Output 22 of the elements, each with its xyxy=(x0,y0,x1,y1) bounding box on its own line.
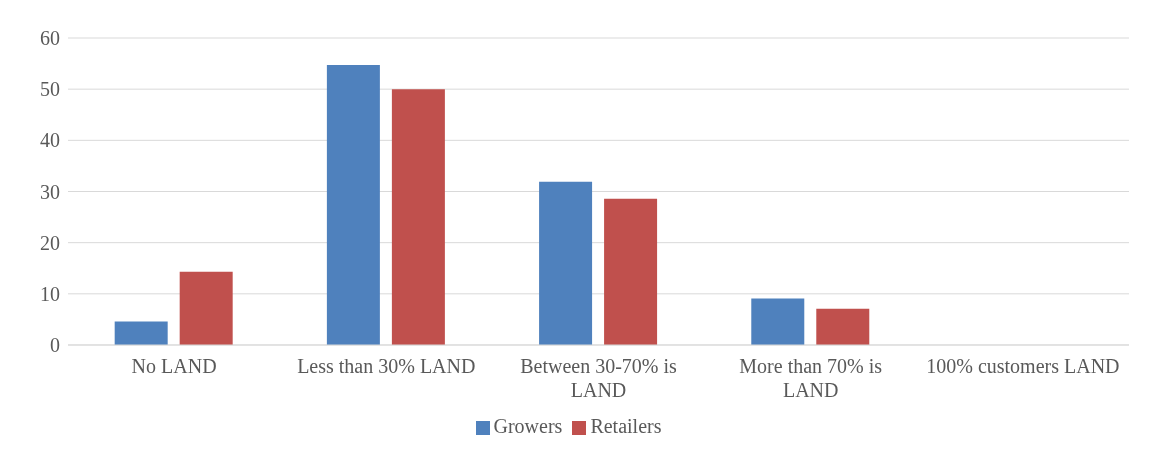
bar xyxy=(114,321,168,345)
bar xyxy=(391,89,445,345)
bar xyxy=(326,65,380,345)
y-tick-label: 10 xyxy=(40,282,60,305)
y-tick-label: 40 xyxy=(40,129,60,152)
y-tick-label: 30 xyxy=(40,180,60,203)
x-tick-label: No LAND xyxy=(131,355,217,377)
legend-label: Retailers xyxy=(590,415,662,437)
legend-label: Growers xyxy=(493,415,563,437)
bar xyxy=(539,181,593,345)
bar xyxy=(751,298,805,345)
y-tick-label: 20 xyxy=(40,231,60,254)
x-tick-label: More than 70% is LAND xyxy=(739,355,883,401)
x-tick-label: Between 30-70% is LAND xyxy=(520,355,678,401)
y-tick-label: 0 xyxy=(50,334,60,357)
bar xyxy=(604,198,658,345)
x-tick-label: 100% customers LAND xyxy=(926,355,1120,377)
y-tick-label: 50 xyxy=(40,78,60,101)
x-tick-label: Less than 30% LAND xyxy=(297,355,476,377)
bar xyxy=(816,308,870,345)
y-tick-label: 60 xyxy=(40,27,60,50)
bar xyxy=(179,271,233,345)
